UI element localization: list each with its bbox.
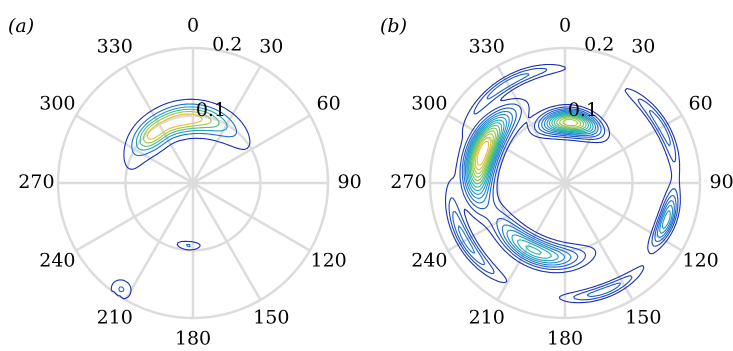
contour-level-9 — [469, 115, 587, 185]
contour-level-5 — [464, 110, 674, 264]
grid-spoke-60 — [192, 114, 311, 185]
theta-tick-label: 180 — [175, 328, 211, 350]
theta-tick-label: 30 — [631, 35, 655, 57]
contour-level-3 — [452, 73, 677, 297]
theta-tick-label: 210 — [97, 307, 133, 329]
contour-lines — [110, 98, 251, 300]
theta-tick-label: 90 — [338, 171, 362, 193]
theta-tick-label: 300 — [39, 93, 75, 115]
r-tick-label: 0.2 — [584, 33, 614, 55]
theta-tick-label: 60 — [689, 93, 713, 115]
theta-tick-label: 0 — [187, 14, 199, 36]
contour-level-7 — [467, 112, 592, 259]
theta-tick-label: 0 — [559, 14, 571, 36]
theta-tick-label: 180 — [547, 328, 583, 350]
contour-level-11 — [472, 117, 582, 178]
contour-level-1 — [110, 98, 251, 300]
theta-tick-label: 330 — [97, 35, 133, 57]
polar-panel-b: (b) 0.1 0.2 0 30 60 90 120 150 180 210 240 270 300 33… — [380, 14, 733, 349]
contour-lines — [444, 63, 681, 304]
polar-grid — [56, 46, 330, 320]
grid-spoke-330 — [496, 65, 567, 184]
contour-level-4 — [139, 108, 220, 147]
grid-spoke-210 — [124, 182, 195, 301]
theta-tick-label: 300 — [411, 93, 447, 115]
theta-tick-label: 120 — [310, 249, 346, 271]
r-tick-label: 0.1 — [196, 99, 226, 121]
grid-spoke-60 — [564, 114, 683, 185]
grid-spoke-240 — [75, 181, 194, 252]
theta-tick-label: 150 — [253, 307, 289, 329]
theta-tick-label: 210 — [469, 307, 505, 329]
contour-level-3 — [135, 106, 228, 151]
theta-tick-label: 240 — [411, 249, 447, 271]
contour-level-6 — [146, 113, 203, 140]
theta-tick-label: 90 — [710, 171, 733, 193]
contour-level-8 — [468, 113, 590, 255]
contour-level-2 — [448, 67, 679, 301]
theta-tick-label: 330 — [469, 35, 505, 57]
theta-tick-label: 30 — [259, 35, 283, 57]
contour-level-2 — [118, 103, 238, 293]
theta-tick-label: 120 — [682, 249, 718, 271]
contour-level-13 — [474, 136, 492, 171]
r-tick-label: 0.1 — [568, 99, 598, 121]
grid-spoke-30 — [563, 65, 634, 184]
grid-spoke-150 — [191, 182, 262, 301]
grid-spoke-120 — [192, 181, 311, 252]
contour-level-1 — [444, 63, 681, 304]
theta-tick-label: 270 — [18, 171, 54, 193]
polar-panel-a: (a) 0.1 0.2 0 30 60 90 120 150 180 210 240 270 300 33… — [8, 14, 362, 349]
panel-label-b: (b) — [380, 15, 407, 37]
grid-spoke-150 — [563, 182, 634, 301]
r-tick-label: 0.2 — [212, 33, 242, 55]
theta-tick-label: 60 — [317, 93, 341, 115]
theta-tick-label: 150 — [625, 307, 661, 329]
theta-tick-label: 240 — [39, 249, 75, 271]
contour-level-6 — [466, 111, 671, 262]
grid-spoke-300 — [75, 114, 194, 185]
contour-level-12 — [473, 118, 579, 175]
contour-level-10 — [470, 116, 585, 182]
contour-level-5 — [142, 110, 212, 144]
panel-label-a: (a) — [8, 15, 34, 37]
contour-level-14 — [476, 140, 490, 166]
contour-level-4 — [457, 109, 675, 266]
theta-tick-label: 270 — [390, 171, 426, 193]
grid-spoke-330 — [124, 65, 195, 184]
